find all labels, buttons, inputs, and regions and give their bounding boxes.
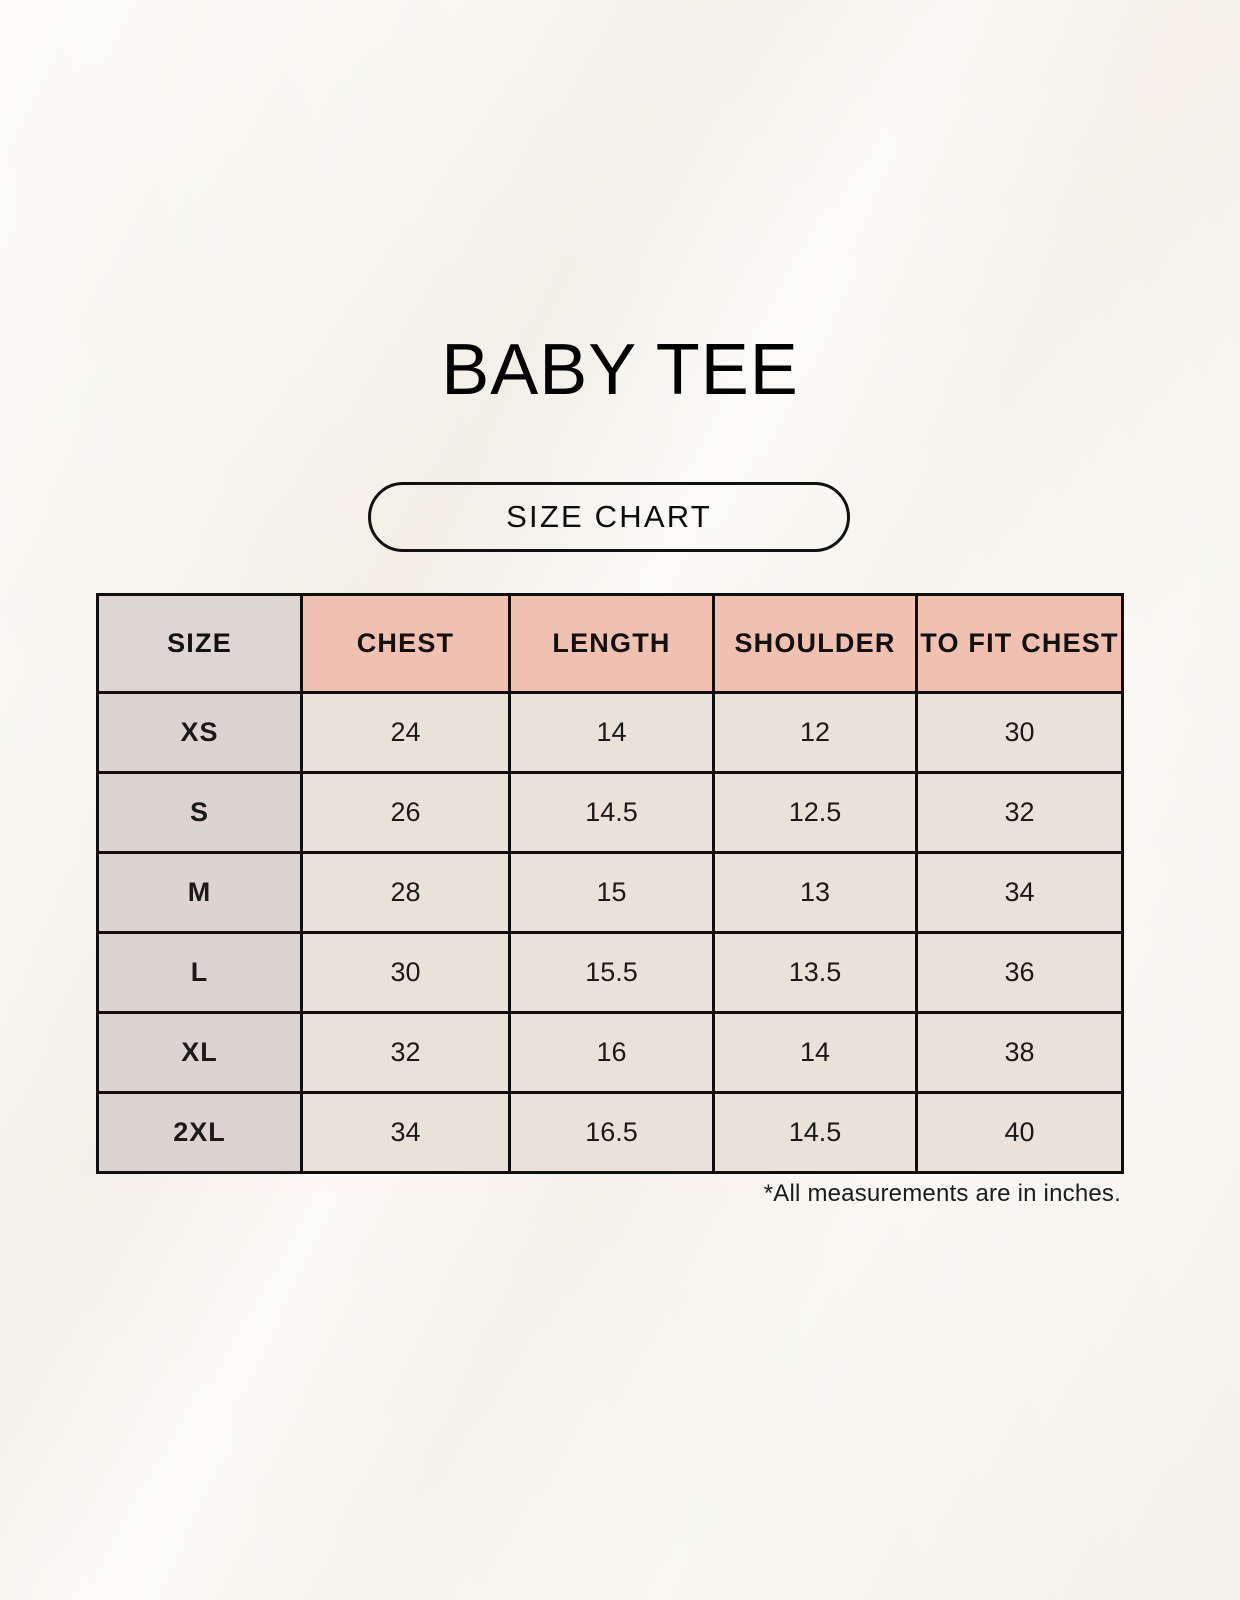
cell-shoulder: 14.5 [712,1091,918,1174]
cell-size: XL [96,1011,303,1094]
table-row: M 28 15 13 34 [96,851,1124,934]
measurement-footnote: *All measurements are in inches. [763,1180,1121,1207]
cell-size: L [96,931,303,1014]
column-header-size: SIZE [96,593,303,694]
cell-to-fit-chest: 30 [915,691,1124,774]
table-body: XS 24 14 12 30 S 26 14.5 12.5 32 M 28 15… [96,691,1124,1174]
cell-size: XS [96,691,303,774]
cell-size: M [96,851,303,934]
column-header-chest: CHEST [300,593,511,694]
table-row: XS 24 14 12 30 [96,691,1124,774]
size-chart-table: SIZE CHEST LENGTH SHOULDER TO FIT CHEST … [96,593,1124,1174]
table-row: S 26 14.5 12.5 32 [96,771,1124,854]
cell-length: 14 [508,691,715,774]
size-chart-badge-label: SIZE CHART [506,499,712,534]
cell-size: S [96,771,303,854]
page-title: BABY TEE [441,330,799,410]
cell-length: 15 [508,851,715,934]
cell-length: 15.5 [508,931,715,1014]
cell-length: 16.5 [508,1091,715,1174]
cell-to-fit-chest: 40 [915,1091,1124,1174]
cell-shoulder: 12 [712,691,918,774]
column-header-length: LENGTH [508,593,715,694]
table-header: SIZE CHEST LENGTH SHOULDER TO FIT CHEST [96,593,1124,694]
cell-shoulder: 14 [712,1011,918,1094]
cell-chest: 28 [300,851,511,934]
table-row: 2XL 34 16.5 14.5 40 [96,1091,1124,1174]
cell-shoulder: 12.5 [712,771,918,854]
cell-shoulder: 13.5 [712,931,918,1014]
cell-to-fit-chest: 32 [915,771,1124,854]
table-header-row: SIZE CHEST LENGTH SHOULDER TO FIT CHEST [96,593,1124,694]
cell-to-fit-chest: 34 [915,851,1124,934]
cell-chest: 34 [300,1091,511,1174]
cell-shoulder: 13 [712,851,918,934]
column-header-shoulder: SHOULDER [712,593,918,694]
table-row: XL 32 16 14 38 [96,1011,1124,1094]
size-chart-badge: SIZE CHART [368,482,850,552]
cell-length: 16 [508,1011,715,1094]
cell-chest: 32 [300,1011,511,1094]
cell-chest: 24 [300,691,511,774]
cell-to-fit-chest: 36 [915,931,1124,1014]
cell-length: 14.5 [508,771,715,854]
cell-chest: 26 [300,771,511,854]
column-header-to-fit-chest: TO FIT CHEST [915,593,1124,694]
table-row: L 30 15.5 13.5 36 [96,931,1124,1014]
cell-size: 2XL [96,1091,303,1174]
cell-to-fit-chest: 38 [915,1011,1124,1094]
cell-chest: 30 [300,931,511,1014]
